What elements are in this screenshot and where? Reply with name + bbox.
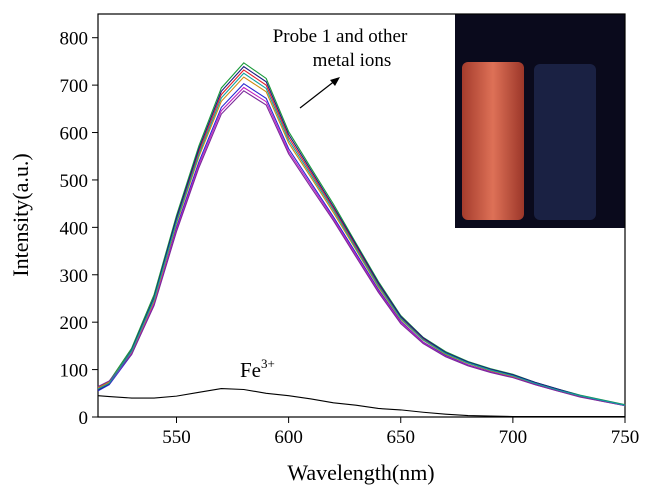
y-tick-label: 600 [60,124,89,145]
y-tick-label: 300 [60,266,89,287]
x-axis-title: Wavelength(nm) [287,460,434,485]
annotation: Probe 1 and other [273,26,408,47]
series-line [97,65,626,406]
annotation: metal ions [313,50,392,71]
x-tick-label: 550 [162,427,191,448]
y-tick-label: 200 [60,313,89,334]
annotation-sup: 3+ [261,356,275,371]
x-tick-label: 700 [499,427,528,448]
arrow-head [330,77,340,86]
series-line [97,90,626,407]
inset-photo [455,14,625,228]
annotation-text: Fe [240,358,261,382]
x-tick-label: 750 [611,427,640,448]
y-axis-title: Intensity(a.u.) [8,153,33,276]
y-tick-label: 0 [79,408,89,429]
annotation: Fe3+ [240,356,275,382]
y-tick-label: 700 [60,76,89,97]
series-line [97,72,626,406]
y-tick-label: 500 [60,171,89,192]
plot-frame [97,13,626,418]
y-tick-label: 100 [60,361,89,382]
y-tick-label: 800 [60,29,89,50]
x-tick-label: 650 [386,427,415,448]
series-line [97,387,625,418]
y-tick-label: 400 [60,218,89,239]
x-tick-label: 600 [274,427,303,448]
arrow [299,79,337,109]
